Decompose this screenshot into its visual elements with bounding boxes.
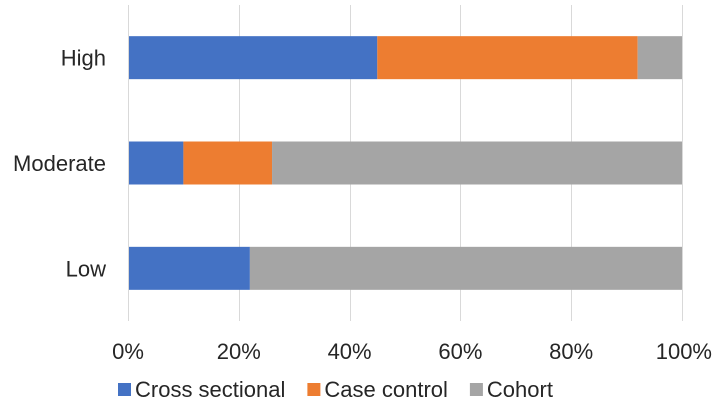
bar-high-cohort xyxy=(637,36,682,80)
bar-low-cross-sectional xyxy=(128,246,250,290)
legend-label-cohort: Cohort xyxy=(487,377,553,402)
x-tick-label-0: 0% xyxy=(112,339,144,364)
bars xyxy=(128,36,682,290)
category-label-moderate: Moderate xyxy=(13,151,106,176)
legend-label-case-control: Case control xyxy=(324,377,448,402)
x-tick-label-4: 80% xyxy=(549,339,593,364)
legend-swatch-cohort xyxy=(469,383,483,396)
x-tick-label-5: 100% xyxy=(656,339,712,364)
legend-swatch-case-control xyxy=(307,383,321,396)
bar-moderate-cross-sectional xyxy=(128,141,184,185)
category-labels: High Moderate Low xyxy=(13,46,106,282)
bar-moderate-cohort xyxy=(272,141,682,185)
category-label-high: High xyxy=(61,46,106,71)
bar-high-case-control xyxy=(377,36,638,80)
legend-label-cross-sectional: Cross sectional xyxy=(135,377,285,402)
bar-moderate-case-control xyxy=(183,141,273,185)
legend-swatch-cross-sectional xyxy=(118,383,131,396)
x-tick-label-2: 40% xyxy=(328,339,372,364)
legend: Cross sectional Case control Cohort xyxy=(118,377,553,402)
bar-low-cohort xyxy=(249,246,682,290)
category-label-low: Low xyxy=(66,256,106,281)
x-tick-label-3: 60% xyxy=(438,339,482,364)
x-tick-label-1: 20% xyxy=(217,339,261,364)
bar-high-cross-sectional xyxy=(128,36,378,80)
x-tick-labels: 0% 20% 40% 60% 80% 100% xyxy=(112,339,712,364)
